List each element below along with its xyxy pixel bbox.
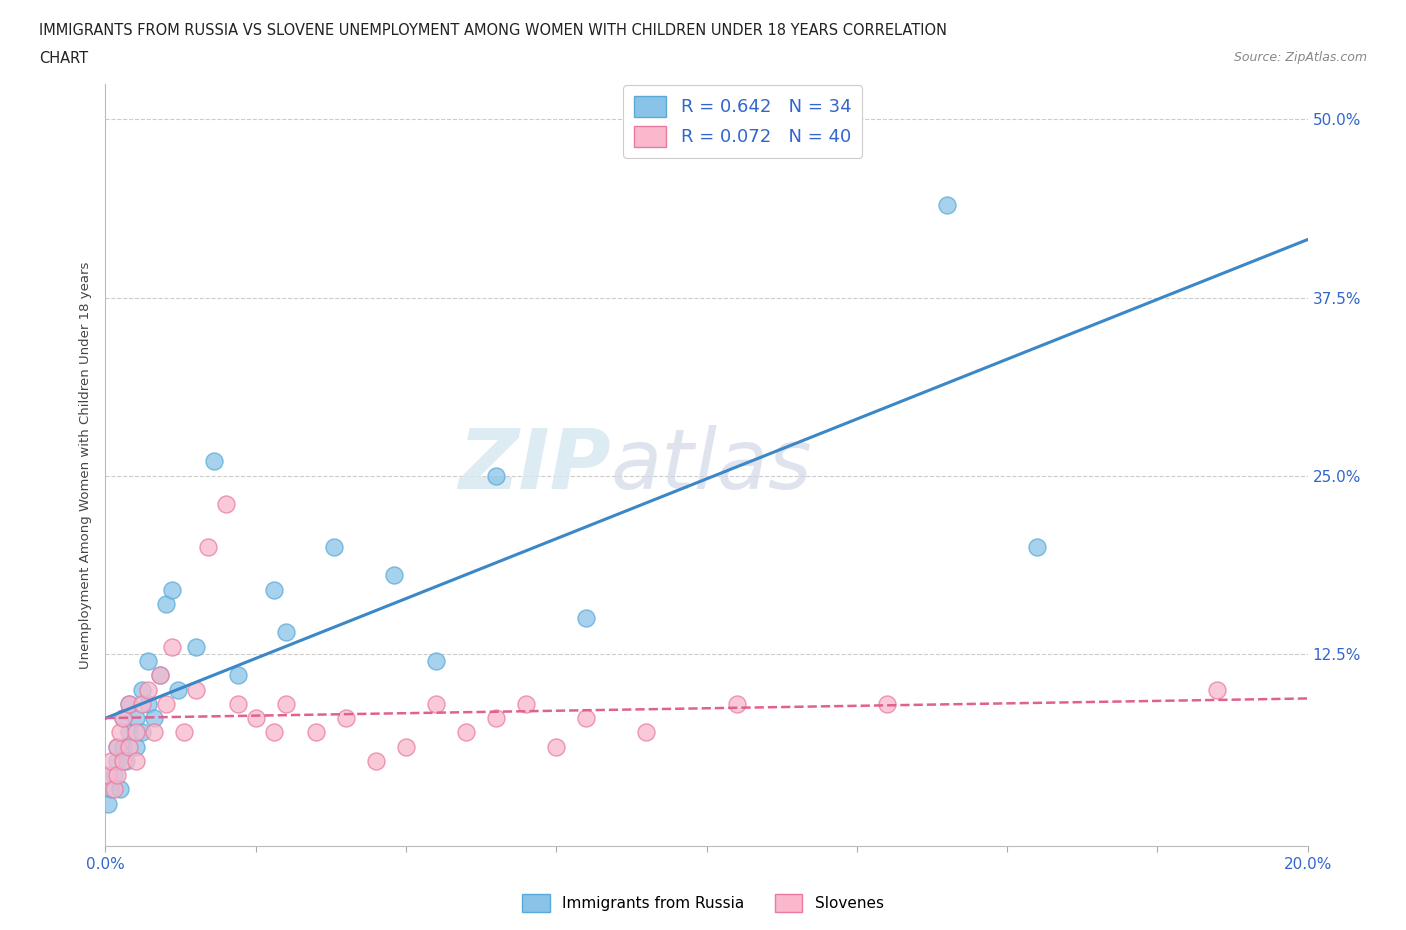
Point xyxy=(124,753,146,768)
Point xyxy=(110,724,132,739)
Point xyxy=(214,497,236,512)
Point xyxy=(124,724,146,739)
Point xyxy=(148,668,170,683)
Point xyxy=(226,697,249,711)
Legend: R = 0.642   N = 34, R = 0.072   N = 40: R = 0.642 N = 34, R = 0.072 N = 40 xyxy=(623,86,862,157)
Point xyxy=(876,697,898,711)
Point xyxy=(575,611,598,626)
Point xyxy=(131,724,153,739)
Point xyxy=(115,753,138,768)
Text: IMMIGRANTS FROM RUSSIA VS SLOVENE UNEMPLOYMENT AMONG WOMEN WITH CHILDREN UNDER 1: IMMIGRANTS FROM RUSSIA VS SLOVENE UNEMPL… xyxy=(39,23,948,38)
Point xyxy=(263,724,285,739)
Point xyxy=(118,739,141,754)
Point xyxy=(485,468,508,483)
Text: ZIP: ZIP xyxy=(458,424,610,506)
Point xyxy=(107,739,129,754)
Point xyxy=(110,782,132,797)
Point xyxy=(148,668,170,683)
Point xyxy=(263,582,285,597)
Point xyxy=(936,197,959,212)
Point xyxy=(322,539,344,554)
Point xyxy=(142,724,165,739)
Point xyxy=(100,782,122,797)
Point xyxy=(364,753,387,768)
Point xyxy=(103,782,125,797)
Text: CHART: CHART xyxy=(39,51,89,66)
Point xyxy=(142,711,165,725)
Point xyxy=(112,739,135,754)
Point xyxy=(136,654,159,669)
Point xyxy=(107,753,129,768)
Point xyxy=(197,539,219,554)
Point xyxy=(155,697,177,711)
Point xyxy=(166,682,188,697)
Point xyxy=(382,568,405,583)
Legend: Immigrants from Russia, Slovenes: Immigrants from Russia, Slovenes xyxy=(516,888,890,918)
Point xyxy=(546,739,568,754)
Point xyxy=(454,724,477,739)
Point xyxy=(485,711,508,725)
Point xyxy=(202,454,225,469)
Point xyxy=(107,767,129,782)
Point xyxy=(131,697,153,711)
Point xyxy=(131,682,153,697)
Point xyxy=(103,767,125,782)
Point xyxy=(1026,539,1049,554)
Point xyxy=(97,767,120,782)
Point xyxy=(118,697,141,711)
Point xyxy=(515,697,537,711)
Point xyxy=(160,582,183,597)
Point xyxy=(97,796,120,811)
Point xyxy=(274,697,297,711)
Point xyxy=(124,711,146,725)
Text: Source: ZipAtlas.com: Source: ZipAtlas.com xyxy=(1233,51,1367,64)
Point xyxy=(636,724,658,739)
Point xyxy=(155,596,177,611)
Text: atlas: atlas xyxy=(610,424,813,506)
Point xyxy=(575,711,598,725)
Point xyxy=(160,639,183,654)
Point xyxy=(118,697,141,711)
Point xyxy=(226,668,249,683)
Point xyxy=(112,711,135,725)
Point xyxy=(136,697,159,711)
Point xyxy=(118,724,141,739)
Point xyxy=(184,639,207,654)
Point xyxy=(1206,682,1229,697)
Point xyxy=(335,711,357,725)
Point xyxy=(274,625,297,640)
Point xyxy=(112,753,135,768)
Point xyxy=(100,753,122,768)
Point xyxy=(245,711,267,725)
Point xyxy=(107,739,129,754)
Point xyxy=(425,697,447,711)
Point xyxy=(136,682,159,697)
Y-axis label: Unemployment Among Women with Children Under 18 years: Unemployment Among Women with Children U… xyxy=(79,261,93,669)
Point xyxy=(124,739,146,754)
Point xyxy=(184,682,207,697)
Point xyxy=(112,711,135,725)
Point xyxy=(425,654,447,669)
Point xyxy=(173,724,195,739)
Point xyxy=(395,739,418,754)
Point xyxy=(305,724,328,739)
Point xyxy=(725,697,748,711)
